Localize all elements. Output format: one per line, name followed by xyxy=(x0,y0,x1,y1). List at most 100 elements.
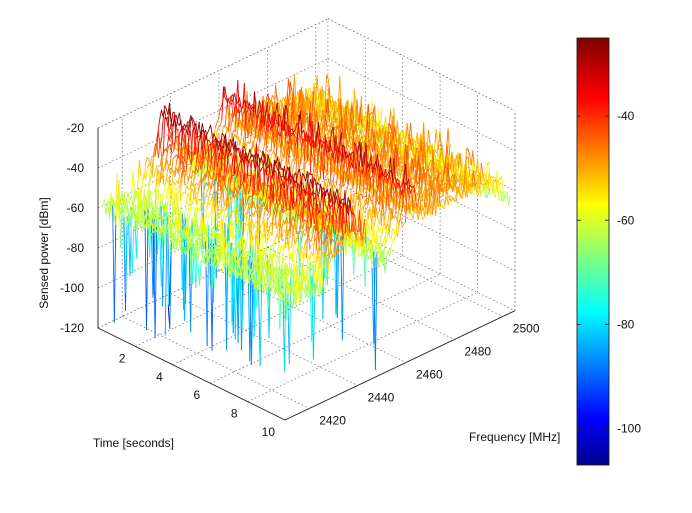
surface-segment xyxy=(162,207,165,307)
surface-segment xyxy=(154,229,158,235)
surface-segment xyxy=(269,105,272,108)
surface-segment xyxy=(177,171,181,185)
surface-segment xyxy=(229,95,232,99)
surface-segment xyxy=(345,105,348,121)
surface-segment xyxy=(123,207,127,215)
surface-segment xyxy=(169,153,172,165)
surface-segment xyxy=(275,116,278,125)
surface-segment xyxy=(200,123,203,135)
surface-segment xyxy=(324,74,328,100)
surface-segment xyxy=(287,147,290,164)
surface-segment xyxy=(298,169,302,182)
surface-segment xyxy=(213,140,216,156)
surface-segment xyxy=(175,204,179,230)
surface-segment xyxy=(330,109,333,114)
surface-segment xyxy=(197,181,200,186)
surface-segment xyxy=(186,181,189,185)
surface-segment xyxy=(152,190,155,195)
surface-segment xyxy=(172,244,176,251)
surface-segment xyxy=(228,159,231,162)
surface-segment xyxy=(205,132,208,137)
surface-segment xyxy=(224,97,227,101)
surface-segment xyxy=(175,137,178,145)
surface-segment xyxy=(216,232,219,238)
surface-segment xyxy=(268,136,271,145)
surface-segment xyxy=(248,177,251,180)
surface-segment xyxy=(247,121,251,139)
surface-segment xyxy=(318,91,321,100)
surface-segment xyxy=(329,121,332,132)
surface-segment xyxy=(302,94,306,115)
surface-segment xyxy=(298,114,301,117)
surface-segment xyxy=(188,243,192,333)
surface-segment xyxy=(361,126,364,129)
surface-segment xyxy=(245,105,249,109)
surface-segment xyxy=(326,74,329,80)
surface-segment xyxy=(286,92,290,114)
surface-segment xyxy=(319,118,322,121)
surface-segment xyxy=(304,153,308,161)
surface-segment xyxy=(253,209,256,217)
surface-segment xyxy=(327,128,331,134)
surface-segment xyxy=(194,215,198,226)
surface-segment xyxy=(258,117,262,131)
surface-segment xyxy=(177,220,181,237)
surface-segment xyxy=(148,226,151,238)
surface-segment xyxy=(128,200,131,206)
surface-segment xyxy=(208,153,211,163)
surface-segment xyxy=(290,117,294,131)
surface-segment xyxy=(289,149,292,153)
surface-segment xyxy=(209,189,212,194)
surface-segment xyxy=(188,214,191,220)
surface-segment xyxy=(236,147,239,150)
floor-gridline xyxy=(122,316,310,409)
surface-segment xyxy=(144,216,148,228)
surface-segment xyxy=(242,99,245,106)
surface-segment xyxy=(272,121,275,131)
surface-segment xyxy=(246,155,249,161)
surface-segment xyxy=(240,183,243,187)
surface-segment xyxy=(154,226,158,338)
surface-segment xyxy=(126,220,130,226)
surface-segment xyxy=(228,97,230,100)
surface-segment xyxy=(344,126,347,148)
surface-segment xyxy=(293,115,297,128)
surface-segment xyxy=(173,197,176,215)
surface-segment xyxy=(326,129,329,138)
surface-segment xyxy=(230,190,233,218)
surface-segment xyxy=(193,138,197,155)
surface-segment xyxy=(298,164,301,169)
surface-segment xyxy=(213,133,216,138)
surface-segment xyxy=(355,123,358,137)
surface-segment xyxy=(146,212,149,215)
surface-segment xyxy=(212,212,216,240)
surface-segment xyxy=(288,129,292,144)
surface-segment xyxy=(224,126,228,142)
surface-segment xyxy=(168,185,172,220)
surface-segment xyxy=(209,176,212,183)
surface-segment xyxy=(295,91,299,102)
surface-segment xyxy=(176,220,179,249)
surface-segment xyxy=(168,232,171,234)
surface-segment xyxy=(317,104,320,107)
surface-segment xyxy=(243,156,246,182)
surface-segment xyxy=(184,251,187,260)
surface-segment xyxy=(200,243,203,255)
surface-segment xyxy=(338,98,342,138)
surface-segment xyxy=(167,128,171,141)
surface-segment xyxy=(269,110,272,117)
surface-segment xyxy=(251,219,255,228)
surface-segment xyxy=(155,204,159,210)
surface-segment xyxy=(173,213,177,218)
floor-gridline xyxy=(170,293,358,386)
surface-segment xyxy=(190,170,194,180)
surface-segment xyxy=(198,221,201,236)
surface-segment xyxy=(153,169,156,178)
surface-segment xyxy=(241,113,244,136)
surface-segment xyxy=(202,132,205,150)
surface-segment xyxy=(222,86,226,98)
surface-segment xyxy=(250,171,254,181)
surface-segment xyxy=(189,219,193,231)
surface-segment xyxy=(174,162,177,173)
surface-segment xyxy=(312,116,316,124)
